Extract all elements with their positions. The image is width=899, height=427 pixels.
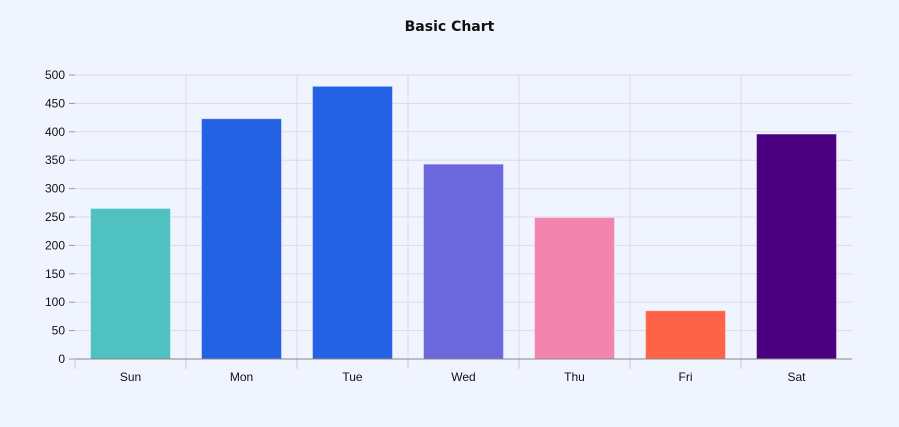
y-tick-label: 500: [45, 68, 65, 82]
x-tick-label: Thu: [564, 370, 585, 384]
bar-sun[interactable]: Sun: 265: [90, 207, 171, 360]
x-tick-label: Sat: [787, 370, 806, 384]
y-tick-label: 300: [45, 182, 65, 196]
bars: Sun: 265 Mon: 423 Tue: 480 Wed: 343 Thu: 249…: [90, 85, 837, 360]
bar-sat[interactable]: Sat: 396: [756, 133, 837, 360]
bar-mon[interactable]: Mon: 423: [201, 118, 282, 360]
x-tick-label: Wed: [451, 370, 475, 384]
y-tick-label: 50: [52, 324, 66, 338]
y-tick-label: 450: [45, 96, 65, 110]
bar-fri[interactable]: Fri: 85: [645, 310, 726, 360]
y-tick-label: 200: [45, 238, 65, 252]
x-tick-label: Mon: [230, 370, 253, 384]
x-tick-label: Tue: [342, 370, 363, 384]
chart-title: Basic Chart: [404, 19, 495, 35]
bar-tue[interactable]: Tue: 480: [312, 85, 393, 360]
y-tick-label: 400: [45, 125, 65, 139]
bar-wed[interactable]: Wed: 343: [423, 163, 504, 360]
axes: 0 50 100 150 200 250 300 350 400 450 500 Sun Mon Tue W…: [45, 68, 852, 384]
x-tick-label: Fri: [679, 370, 693, 384]
x-tick-label: Sun: [120, 370, 141, 384]
y-tick-label: 350: [45, 153, 65, 167]
y-tick-label: 250: [45, 210, 65, 224]
bar-thu[interactable]: Thu: 249: [534, 217, 615, 360]
y-tick-label: 0: [58, 352, 65, 366]
y-tick-label: 150: [45, 267, 65, 281]
y-tick-label: 100: [45, 295, 65, 309]
